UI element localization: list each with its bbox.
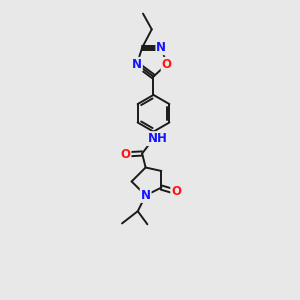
Text: O: O xyxy=(121,148,130,161)
Text: N: N xyxy=(156,41,167,54)
Text: O: O xyxy=(162,58,172,71)
Text: N: N xyxy=(132,58,142,71)
Text: O: O xyxy=(171,185,181,199)
Text: N: N xyxy=(141,189,151,202)
Text: NH: NH xyxy=(147,132,167,145)
